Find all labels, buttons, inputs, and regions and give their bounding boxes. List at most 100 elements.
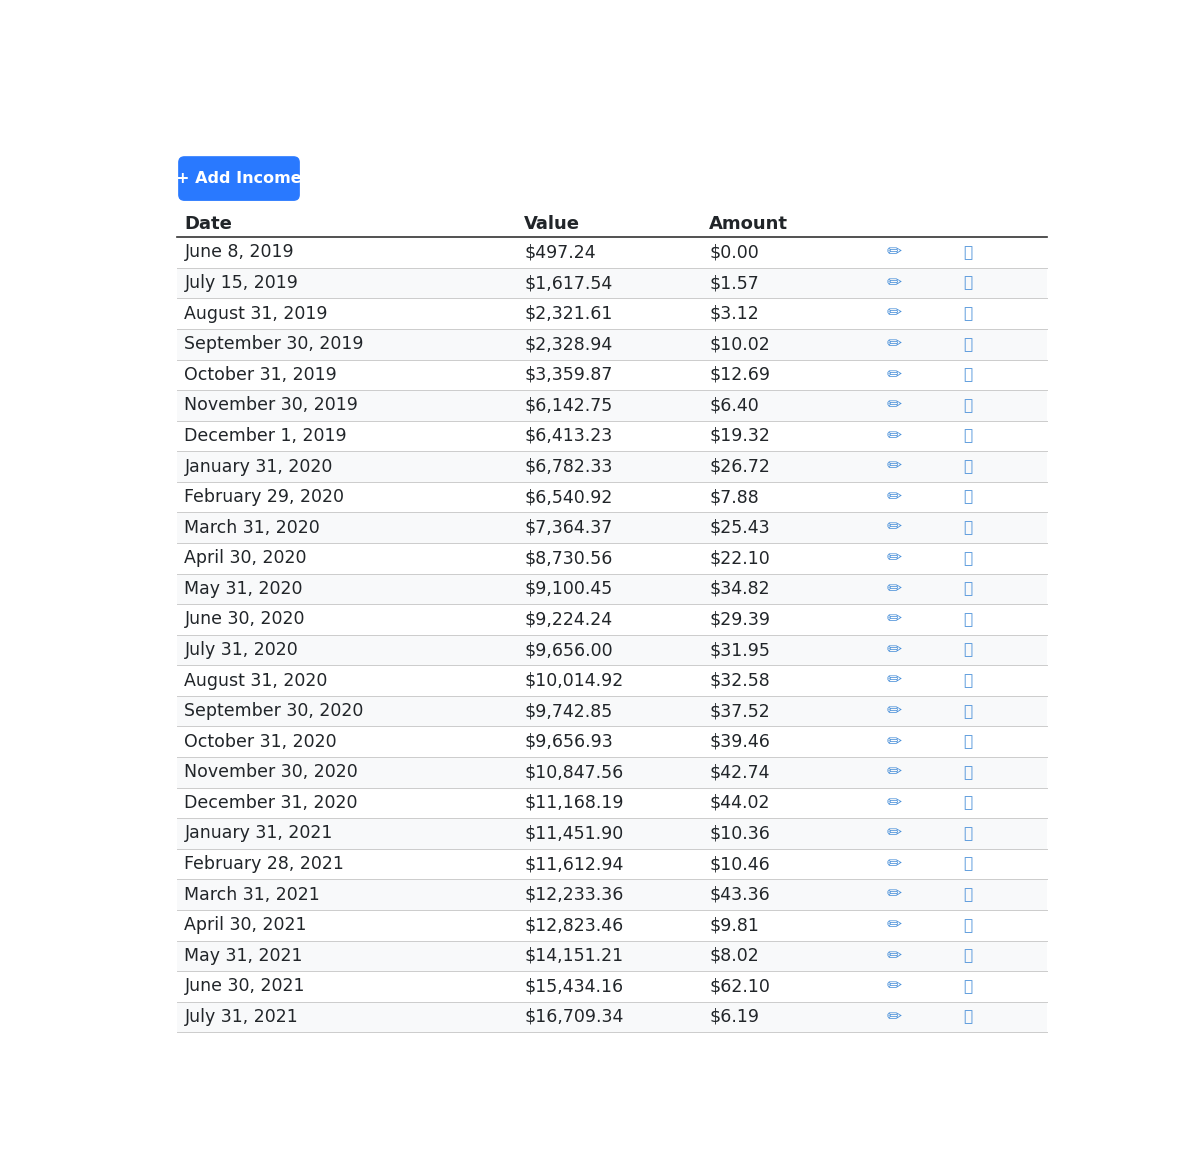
Text: $2,328.94: $2,328.94	[524, 335, 613, 353]
Text: January 31, 2020: January 31, 2020	[184, 457, 333, 476]
Text: $42.74: $42.74	[709, 763, 770, 782]
Text: 🗑: 🗑	[964, 948, 973, 963]
Text: 🗑: 🗑	[964, 336, 973, 352]
Text: ✏: ✏	[887, 611, 901, 628]
Text: September 30, 2020: September 30, 2020	[184, 702, 364, 720]
Bar	[177, 757, 1047, 788]
Text: May 31, 2020: May 31, 2020	[184, 580, 303, 598]
Text: $62.10: $62.10	[709, 977, 770, 995]
Text: ✏: ✏	[887, 457, 901, 476]
Bar	[177, 573, 1047, 604]
Text: 🗑: 🗑	[964, 551, 973, 566]
Text: $7,364.37: $7,364.37	[524, 519, 613, 537]
Bar	[177, 788, 1047, 818]
Text: 🗑: 🗑	[964, 429, 973, 443]
Text: April 30, 2021: April 30, 2021	[184, 917, 307, 934]
Text: September 30, 2019: September 30, 2019	[184, 335, 364, 353]
Text: 🗑: 🗑	[964, 673, 973, 688]
Text: 🗑: 🗑	[964, 397, 973, 413]
Text: 🗑: 🗑	[964, 703, 973, 718]
Text: $11,612.94: $11,612.94	[524, 856, 623, 873]
Text: ✏: ✏	[887, 488, 901, 506]
Text: $11,451.90: $11,451.90	[524, 824, 623, 843]
Text: 🗑: 🗑	[964, 459, 973, 473]
Text: $3.12: $3.12	[709, 305, 759, 322]
Text: ✏: ✏	[887, 274, 901, 292]
Text: 🗑: 🗑	[964, 612, 973, 627]
Text: ✏: ✏	[887, 886, 901, 904]
Text: November 30, 2020: November 30, 2020	[184, 763, 358, 782]
Text: 🗑: 🗑	[964, 520, 973, 536]
Bar	[177, 512, 1047, 543]
Text: ✏: ✏	[887, 793, 901, 812]
Text: ✏: ✏	[887, 977, 901, 995]
Text: March 31, 2021: March 31, 2021	[184, 886, 320, 904]
Text: $1.57: $1.57	[709, 274, 759, 292]
Text: November 30, 2019: November 30, 2019	[184, 396, 358, 415]
Text: 🗑: 🗑	[964, 765, 973, 779]
Text: $44.02: $44.02	[709, 793, 770, 812]
Text: ✏: ✏	[887, 580, 901, 598]
Text: ✏: ✏	[887, 550, 901, 567]
Bar	[177, 696, 1047, 727]
FancyBboxPatch shape	[179, 157, 300, 200]
Text: $22.10: $22.10	[709, 550, 770, 567]
Text: $29.39: $29.39	[709, 611, 770, 628]
Text: 🗑: 🗑	[964, 306, 973, 321]
Bar	[177, 451, 1047, 482]
Text: 🗑: 🗑	[964, 642, 973, 657]
Text: $0.00: $0.00	[709, 244, 759, 261]
Text: $6.19: $6.19	[709, 1008, 759, 1026]
Text: 🗑: 🗑	[964, 490, 973, 505]
Bar	[177, 909, 1047, 940]
Text: 🗑: 🗑	[964, 734, 973, 749]
Text: July 31, 2020: July 31, 2020	[184, 641, 298, 659]
Text: March 31, 2020: March 31, 2020	[184, 519, 320, 537]
Text: $14,151.21: $14,151.21	[524, 947, 623, 965]
Text: $12,233.36: $12,233.36	[524, 886, 623, 904]
Text: ✏: ✏	[887, 672, 901, 689]
Bar	[177, 543, 1047, 573]
Text: ✏: ✏	[887, 732, 901, 751]
Text: $10.02: $10.02	[709, 335, 770, 353]
Bar	[177, 635, 1047, 666]
Text: 🗑: 🗑	[964, 581, 973, 597]
Bar	[177, 972, 1047, 1002]
Bar	[177, 421, 1047, 451]
Bar	[177, 879, 1047, 909]
Text: $15,434.16: $15,434.16	[524, 977, 623, 995]
Bar	[177, 299, 1047, 329]
Text: $9,742.85: $9,742.85	[524, 702, 613, 720]
Text: October 31, 2019: October 31, 2019	[184, 366, 337, 383]
Text: $43.36: $43.36	[709, 886, 770, 904]
Text: $6,540.92: $6,540.92	[524, 488, 613, 506]
Text: ✏: ✏	[887, 824, 901, 843]
Text: May 31, 2021: May 31, 2021	[184, 947, 303, 965]
Text: $37.52: $37.52	[709, 702, 770, 720]
Text: August 31, 2020: August 31, 2020	[184, 672, 328, 689]
Bar	[177, 666, 1047, 696]
Text: 🗑: 🗑	[964, 275, 973, 291]
Text: $2,321.61: $2,321.61	[524, 305, 613, 322]
Text: ✏: ✏	[887, 763, 901, 782]
Bar	[177, 237, 1047, 267]
Text: August 31, 2019: August 31, 2019	[184, 305, 328, 322]
Text: $26.72: $26.72	[709, 457, 770, 476]
Text: $9,224.24: $9,224.24	[524, 611, 613, 628]
Text: Amount: Amount	[709, 214, 788, 233]
Text: July 31, 2021: July 31, 2021	[184, 1008, 298, 1026]
Text: ✏: ✏	[887, 427, 901, 445]
Text: $497.24: $497.24	[524, 244, 596, 261]
Text: June 30, 2020: June 30, 2020	[184, 611, 304, 628]
Text: $12,823.46: $12,823.46	[524, 917, 623, 934]
Text: $6,142.75: $6,142.75	[524, 396, 613, 415]
Text: $10,847.56: $10,847.56	[524, 763, 623, 782]
Text: ✏: ✏	[887, 856, 901, 873]
Text: 🗑: 🗑	[964, 857, 973, 872]
Text: February 28, 2021: February 28, 2021	[184, 856, 344, 873]
Text: $12.69: $12.69	[709, 366, 770, 383]
Bar	[177, 727, 1047, 757]
Text: June 30, 2021: June 30, 2021	[184, 977, 304, 995]
Text: June 8, 2019: June 8, 2019	[184, 244, 294, 261]
Text: $31.95: $31.95	[709, 641, 770, 659]
